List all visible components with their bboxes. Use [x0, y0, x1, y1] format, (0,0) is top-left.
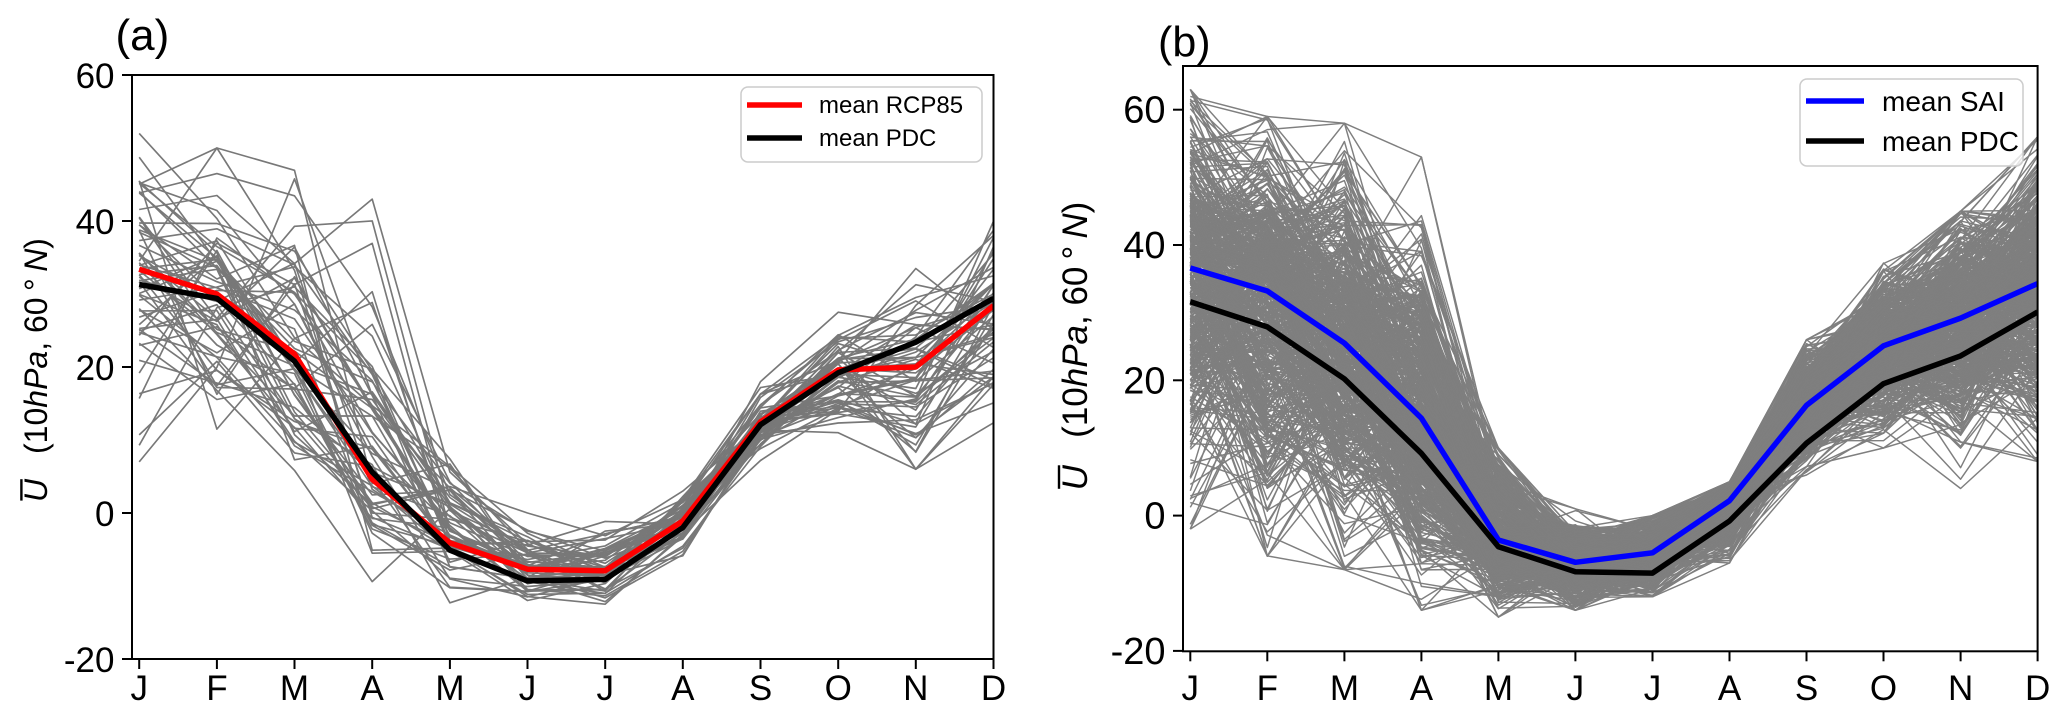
svg-text:U (10hPa, 60 ° N): U (10hPa, 60 ° N): [18, 238, 54, 502]
svg-text:A: A: [361, 669, 385, 708]
svg-text:F: F: [206, 669, 227, 708]
svg-text:J: J: [596, 669, 614, 708]
svg-text:D: D: [2025, 669, 2050, 708]
svg-text:40: 40: [76, 203, 115, 242]
svg-text:40: 40: [1123, 225, 1165, 267]
svg-text:O: O: [825, 669, 852, 708]
svg-text:S: S: [749, 669, 772, 708]
svg-text:(a): (a): [116, 11, 170, 60]
svg-text:0: 0: [95, 495, 114, 534]
svg-text:20: 20: [76, 349, 115, 388]
svg-text:60: 60: [1123, 90, 1165, 132]
svg-text:mean PDC: mean PDC: [819, 125, 936, 152]
svg-text:0: 0: [1144, 496, 1165, 538]
svg-text:F: F: [1257, 669, 1278, 708]
svg-text:-20: -20: [64, 641, 115, 680]
svg-text:J: J: [1644, 669, 1662, 708]
svg-text:mean RCP85: mean RCP85: [819, 92, 963, 119]
svg-text:J: J: [1567, 669, 1585, 708]
svg-text:mean PDC: mean PDC: [1882, 126, 2019, 157]
svg-text:A: A: [1718, 669, 1742, 708]
svg-text:mean SAI: mean SAI: [1882, 86, 2005, 117]
svg-text:U (10hPa, 60 ° N): U (10hPa, 60 ° N): [1056, 202, 1095, 491]
svg-text:(b): (b): [1158, 19, 1211, 67]
svg-text:A: A: [671, 669, 695, 708]
svg-text:60: 60: [76, 57, 115, 96]
svg-text:M: M: [1330, 669, 1359, 708]
svg-text:D: D: [981, 669, 1006, 708]
svg-text:O: O: [1870, 669, 1897, 708]
svg-text:N: N: [903, 669, 928, 708]
svg-text:M: M: [435, 669, 464, 708]
svg-text:A: A: [1410, 669, 1434, 708]
svg-text:N: N: [1948, 669, 1973, 708]
svg-text:M: M: [280, 669, 309, 708]
svg-text:-20: -20: [1111, 631, 1166, 673]
svg-text:M: M: [1484, 669, 1513, 708]
svg-text:J: J: [1182, 669, 1200, 708]
svg-text:20: 20: [1123, 360, 1165, 402]
svg-text:J: J: [130, 669, 148, 708]
svg-text:S: S: [1795, 669, 1818, 708]
svg-text:J: J: [519, 669, 537, 708]
